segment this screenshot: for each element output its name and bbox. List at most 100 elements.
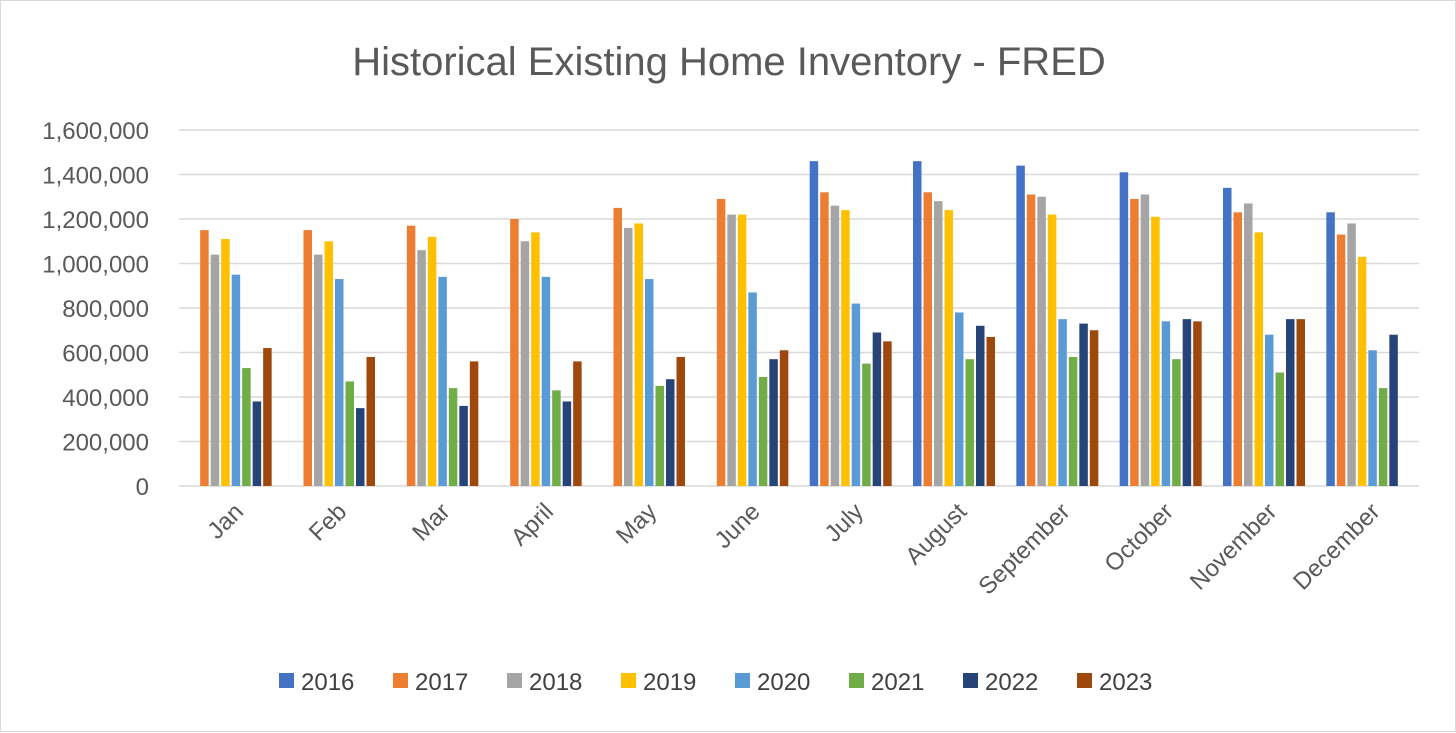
bar-2020-december <box>1368 350 1377 486</box>
legend: 2016 2017 2018 2019 2020 2021 2022 2023 <box>279 669 1152 696</box>
legend-swatch-2022 <box>963 673 978 688</box>
bar-2022-october <box>1182 319 1192 487</box>
bar-2023-mar <box>469 361 479 486</box>
bar-2021-feb <box>345 381 354 486</box>
bar-2020-mar <box>438 276 447 486</box>
bar-2019-august <box>944 210 953 486</box>
x-tick-label: August <box>900 498 972 570</box>
bar-2017-october <box>1130 198 1139 486</box>
bar-2019-july <box>841 210 850 486</box>
x-tick-label: November <box>1185 498 1282 595</box>
y-tick-label: 1,400,000 <box>42 163 149 190</box>
bar-2020-november <box>1265 334 1274 486</box>
bar-2016-august <box>913 161 922 486</box>
bar-2023-jan <box>263 348 272 486</box>
bar-2023-august <box>986 336 995 486</box>
legend-swatch-2017 <box>393 673 408 688</box>
y-tick-label: 800,000 <box>62 296 149 323</box>
bar-2019-jan <box>221 239 230 486</box>
bar-2021-july <box>862 363 871 487</box>
bar-2021-december <box>1378 388 1388 486</box>
bar-2016-september <box>1016 165 1025 486</box>
bar-2017-april <box>510 219 519 486</box>
bar-2017-jan <box>200 230 209 487</box>
chart-title: Historical Existing Home Inventory - FRE… <box>352 40 1106 84</box>
bar-2017-mar <box>406 225 416 486</box>
bar-2016-october <box>1119 172 1129 486</box>
bar-2020-september <box>1058 319 1067 487</box>
legend-label-2018: 2018 <box>529 669 582 696</box>
bar-2023-june <box>779 350 789 486</box>
bar-2020-august <box>955 312 964 486</box>
bar-2020-october <box>1161 321 1171 486</box>
bar-2021-september <box>1068 356 1078 486</box>
bar-2019-october <box>1151 216 1160 486</box>
bar-2022-may <box>666 379 675 486</box>
x-tick-label: May <box>611 498 662 549</box>
bar-2019-november <box>1254 232 1263 486</box>
bar-2022-feb <box>356 408 365 487</box>
bar-2017-december <box>1336 234 1346 486</box>
y-tick-label: 1,600,000 <box>42 118 149 145</box>
bar-2021-may <box>655 385 664 487</box>
bar-2019-december <box>1357 256 1367 486</box>
bar-2018-september <box>1037 196 1046 486</box>
bar-2017-september <box>1026 194 1036 486</box>
bar-2020-jan <box>231 274 241 487</box>
bar-2022-june <box>769 359 778 486</box>
bar-2023-april <box>573 361 582 486</box>
x-tick-label: July <box>820 498 869 547</box>
legend-label-2023: 2023 <box>1099 669 1152 696</box>
legend-swatch-2020 <box>735 673 750 688</box>
legend-swatch-2019 <box>621 673 636 688</box>
bar-2019-mar <box>427 236 437 486</box>
y-tick-label: 0 <box>136 474 149 501</box>
bar-2022-september <box>1079 323 1088 486</box>
x-tick-label: December <box>1288 498 1385 595</box>
bar-2019-may <box>634 223 643 486</box>
bar-2019-september <box>1047 214 1057 487</box>
bar-2020-july <box>851 303 861 486</box>
bar-2018-august <box>934 201 943 486</box>
bar-2017-november <box>1233 212 1242 486</box>
bar-2018-july <box>830 205 840 486</box>
legend-label-2020: 2020 <box>757 669 810 696</box>
bar-2019-feb <box>324 241 333 486</box>
bar-2023-october <box>1193 321 1202 486</box>
bar-2022-jan <box>252 401 262 486</box>
legend-label-2022: 2022 <box>985 669 1038 696</box>
bar-2021-april <box>552 390 561 486</box>
x-tick-label: October <box>1099 498 1178 577</box>
bar-2023-november <box>1296 319 1305 487</box>
bar-2017-august <box>923 192 932 487</box>
bar-2016-december <box>1326 212 1335 486</box>
bar-2021-jan <box>242 368 251 486</box>
bar-2020-feb <box>335 279 344 486</box>
bar-2018-november <box>1244 203 1253 486</box>
bar-2018-october <box>1140 194 1150 486</box>
legend-swatch-2023 <box>1077 673 1092 688</box>
bar-2018-december <box>1347 223 1356 486</box>
bar-2017-may <box>613 207 622 487</box>
y-tick-label: 1,000,000 <box>42 252 149 279</box>
legend-swatch-2016 <box>279 673 294 688</box>
bar-2017-june <box>716 198 726 486</box>
legend-label-2016: 2016 <box>301 669 354 696</box>
x-tick-label: June <box>710 498 766 554</box>
bar-2022-july <box>872 332 882 486</box>
bar-2023-september <box>1089 330 1099 486</box>
bar-2022-november <box>1286 319 1295 487</box>
x-tick-label: April <box>506 498 559 551</box>
x-tick-label: Mar <box>407 498 455 546</box>
legend-label-2017: 2017 <box>415 669 468 696</box>
bar-2021-june <box>758 376 768 486</box>
legend-label-2021: 2021 <box>871 669 924 696</box>
bar-2022-august <box>976 325 985 486</box>
legend-swatch-2018 <box>507 673 522 688</box>
x-tick-label: September <box>973 498 1075 600</box>
bar-2023-july <box>883 341 892 487</box>
bars <box>200 161 1398 487</box>
legend-swatch-2021 <box>849 673 864 688</box>
y-tick-label: 200,000 <box>62 430 149 457</box>
bar-2022-mar <box>459 405 468 486</box>
